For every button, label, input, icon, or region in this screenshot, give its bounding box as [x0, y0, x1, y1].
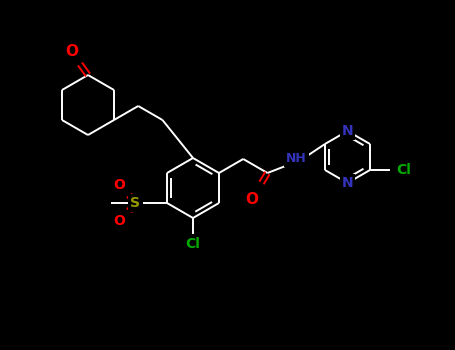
- Text: O: O: [113, 178, 125, 192]
- Text: N: N: [342, 176, 353, 190]
- Text: O: O: [245, 191, 258, 206]
- Text: NH: NH: [286, 152, 307, 164]
- Text: Cl: Cl: [397, 163, 411, 177]
- Text: Cl: Cl: [186, 237, 201, 251]
- Text: N: N: [342, 124, 353, 138]
- Text: S: S: [130, 196, 140, 210]
- Text: O: O: [66, 43, 79, 58]
- Text: O: O: [113, 214, 125, 228]
